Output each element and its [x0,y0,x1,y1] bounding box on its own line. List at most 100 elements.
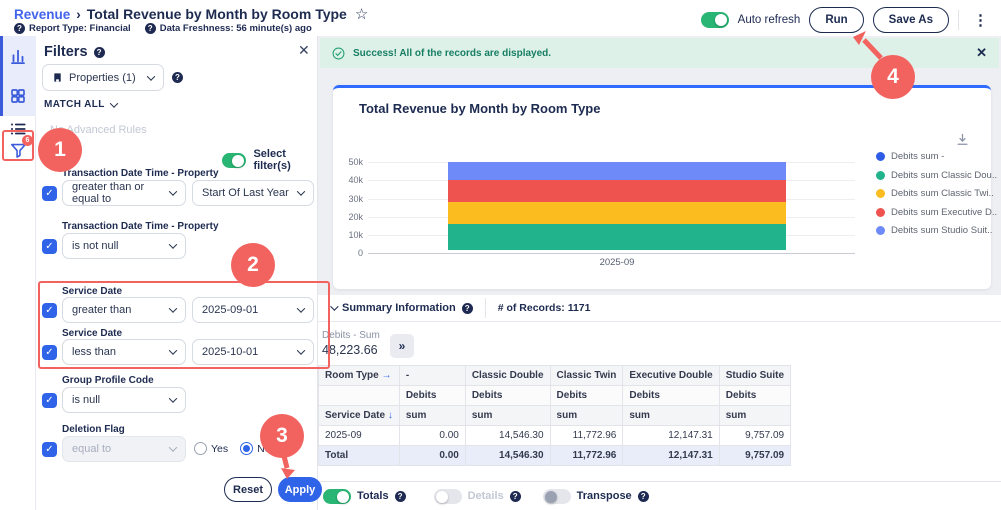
column-header[interactable]: Executive Double [623,366,719,386]
run-button[interactable]: Run [809,7,863,33]
data-freshness-meta: ? Data Freshness: 56 minute(s) ago [145,23,312,34]
transpose-label: Transpose [577,490,632,502]
details-control: Details ? [434,489,521,504]
filter-field-label: Group Profile Code [62,375,154,386]
properties-dropdown-value: Properties (1) [69,72,142,84]
legend-item[interactable]: Debits sum Classic Twi.. [876,188,997,199]
legend-item[interactable]: Debits sum Classic Dou.. [876,170,997,181]
deletion-flag-radio-group: Yes No [194,442,271,455]
favorite-star-icon[interactable]: ☆ [355,5,368,23]
operator-value: is null [72,394,100,406]
match-all-dropdown[interactable]: MATCH ALL [44,99,117,110]
details-label: Details [468,490,504,502]
column-header[interactable]: Classic Double [465,366,550,386]
annotation-box-filter-icon [2,130,34,161]
help-icon[interactable]: ? [638,491,649,502]
select-filters-control: Select filter(s) [222,148,317,172]
agg-cell: sum [465,406,550,426]
close-panel-icon[interactable]: ✕ [298,42,310,59]
left-sidebar: 6 [0,36,36,510]
annotation-step-1: 1 [38,128,82,172]
total-cell: 11,772.96 [550,446,623,466]
auto-refresh-toggle[interactable] [701,12,729,28]
kebab-menu-icon[interactable]: ⋮ [968,11,993,29]
filter-operator-dropdown[interactable]: is not null [62,233,186,259]
reset-button[interactable]: Reset [224,477,272,502]
metric-value: 48,223.66 [322,343,378,357]
measure-cell: Debits [623,386,719,406]
page-title: Total Revenue by Month by Room Type [87,6,347,22]
table-options-footer: Totals ? Details ? Transpose ? [318,481,1001,510]
properties-dropdown[interactable]: Properties (1) [42,64,164,91]
empty-cell [319,386,400,406]
sidebar-item-chart[interactable] [0,36,36,76]
apply-button[interactable]: Apply [278,477,322,502]
filter-checkbox[interactable]: ✓ [42,239,57,254]
help-icon[interactable]: ? [14,23,25,34]
legend-dot [876,208,885,217]
filter-value-dropdown[interactable]: Start Of Last Year [192,180,314,206]
column-header[interactable]: Classic Twin [550,366,623,386]
chevron-down-icon [330,302,338,310]
filters-title-label: Filters [44,44,88,60]
legend-item[interactable]: Debits sum Executive D.. [876,207,997,218]
measure-cell: Debits [399,386,465,406]
filter-checkbox[interactable]: ✓ [42,442,57,457]
legend-label: Debits sum Classic Dou.. [891,170,997,181]
banner-close-icon[interactable]: ✕ [976,45,987,61]
help-icon[interactable]: ? [172,72,183,83]
radio-selected-icon [240,442,253,455]
row-axis-cell[interactable]: Service Date ↓ [319,406,400,426]
total-cell: 9,757.09 [719,446,790,466]
data-freshness-label: Data Freshness: 56 minute(s) ago [160,23,312,34]
help-icon[interactable]: ? [462,303,473,314]
operator-value: equal to [72,443,111,455]
transpose-control: Transpose ? [543,489,649,504]
data-cell: 12,147.31 [623,426,719,446]
filter-operator-dropdown[interactable]: greater than or equal to [62,180,186,206]
chart-title: Total Revenue by Month by Room Type [359,101,600,116]
y-axis-tick: 40k [337,175,363,185]
bar-segment [448,224,786,251]
transpose-toggle[interactable] [543,489,571,504]
corner-cell[interactable]: Room Type → [319,366,400,386]
legend-item[interactable]: Debits sum Studio Suit.. [876,225,997,236]
legend-label: Debits sum Studio Suit.. [891,225,992,236]
bar-segment [448,180,786,202]
help-icon[interactable]: ? [510,491,521,502]
y-axis-tick: 20k [337,212,363,222]
y-axis-tick: 30k [337,194,363,204]
summary-section-toggle[interactable]: Summary Information ? [330,302,473,314]
total-cell: 14,546.30 [465,446,550,466]
save-as-button[interactable]: Save As [873,7,949,33]
help-icon[interactable]: ? [94,47,105,58]
sidebar-item-table[interactable] [0,76,36,116]
y-axis-tick: 10k [337,230,363,240]
totals-toggle[interactable] [323,489,351,504]
legend-label: Debits sum - [891,151,944,162]
totals-label: Totals [357,490,389,502]
stacked-bar[interactable] [448,162,786,250]
radio-option-yes[interactable]: Yes [194,442,228,455]
select-filters-toggle[interactable] [222,153,246,168]
legend-item[interactable]: Debits sum - [876,151,997,162]
filter-field-label: Transaction Date Time - Property [62,221,219,232]
column-header[interactable]: Studio Suite [719,366,790,386]
filter-field-label: Deletion Flag [62,424,125,435]
help-icon[interactable]: ? [145,23,156,34]
filter-checkbox[interactable]: ✓ [42,186,57,201]
help-icon[interactable]: ? [395,491,406,502]
legend-dot [876,226,885,235]
metric-label: Debits - Sum [322,330,380,341]
header-divider [958,10,959,30]
details-toggle[interactable] [434,489,462,504]
breadcrumb-revenue-link[interactable]: Revenue [14,7,70,22]
bar-segment [448,162,786,180]
expand-metrics-button[interactable]: » [390,334,414,358]
legend-dot [876,189,885,198]
column-header[interactable]: - [399,366,465,386]
agg-cell: sum [550,406,623,426]
download-icon[interactable] [955,132,970,147]
filter-checkbox[interactable]: ✓ [42,393,57,408]
filter-operator-dropdown[interactable]: is null [62,387,186,413]
